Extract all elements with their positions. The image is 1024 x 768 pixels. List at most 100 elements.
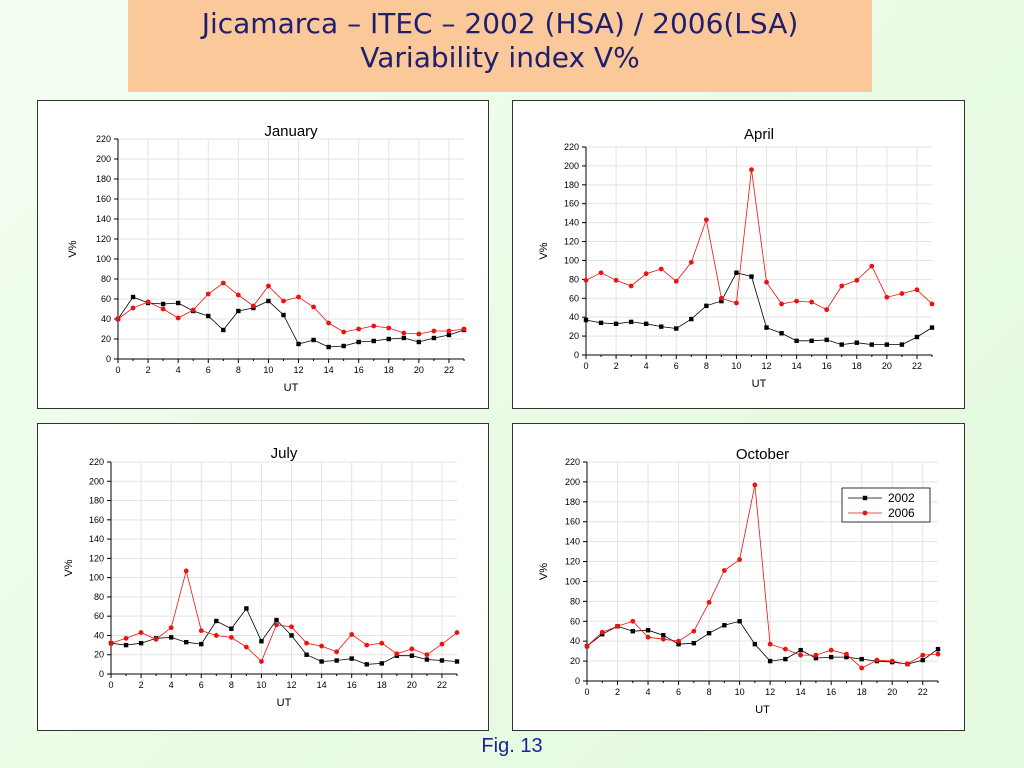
data-point-2006 xyxy=(752,482,758,488)
data-point-2002 xyxy=(661,633,666,638)
legend-label-2002: 2002 xyxy=(888,491,915,505)
y-tick-label: 60 xyxy=(94,611,104,621)
data-point-2006 xyxy=(688,259,694,265)
y-tick-label: 140 xyxy=(89,534,104,544)
data-point-2002 xyxy=(828,654,834,660)
data-point-2002 xyxy=(798,647,803,653)
data-point-2006 xyxy=(598,270,604,276)
data-point-2002 xyxy=(722,623,727,628)
data-point-2002 xyxy=(274,617,279,623)
data-point-2002 xyxy=(764,325,769,330)
y-tick-label: 20 xyxy=(569,331,579,341)
y-tick-label: 200 xyxy=(564,161,579,171)
data-point-2006 xyxy=(764,279,769,285)
data-point-2006 xyxy=(175,315,181,321)
data-point-2002 xyxy=(214,618,219,624)
y-tick-label: 20 xyxy=(570,656,580,666)
y-tick-label: 80 xyxy=(569,274,579,284)
data-point-2002 xyxy=(401,335,407,341)
y-tick-label: 0 xyxy=(575,676,580,686)
data-point-2002 xyxy=(130,294,136,300)
data-point-2006 xyxy=(311,304,316,310)
data-point-2006 xyxy=(798,652,804,658)
legend-box xyxy=(841,487,931,523)
x-tick-label: 16 xyxy=(354,365,364,375)
data-point-2006 xyxy=(259,659,264,664)
data-point-2002 xyxy=(884,342,890,347)
y-tick-label: 20 xyxy=(101,334,111,344)
slide-title-line1: Jicamarca – ITEC – 2002 (HSA) / 2006(LSA… xyxy=(201,7,799,40)
data-point-2002 xyxy=(199,641,204,647)
data-point-2002 xyxy=(598,320,604,326)
data-point-2006 xyxy=(737,557,743,562)
data-point-2002 xyxy=(752,641,758,647)
x-tick-label: 8 xyxy=(236,365,241,375)
data-point-2002 xyxy=(123,642,129,648)
chart-panel-april: 0 2 4 6 8 10 12 14 16 18 20 22 0 20 40 60 80 100 120 140 160… xyxy=(512,100,965,409)
y-tick-label: 200 xyxy=(96,154,111,164)
data-point-2002 xyxy=(334,658,339,663)
x-tick-label: 18 xyxy=(384,365,394,375)
x-tick-label: 8 xyxy=(704,361,709,371)
y-tick-label: 160 xyxy=(96,194,111,204)
y-tick-label: 60 xyxy=(101,294,111,304)
data-point-2002 xyxy=(356,339,361,345)
data-point-2006 xyxy=(645,634,651,640)
data-point-2002 xyxy=(676,641,681,647)
y-tick-label: 80 xyxy=(101,274,111,284)
x-tick-label: 12 xyxy=(294,365,304,375)
x-tick-label: 8 xyxy=(229,680,234,690)
y-tick-label: 40 xyxy=(569,312,579,322)
data-point-2002 xyxy=(809,338,814,344)
chart-svg: 0 2 4 6 8 10 12 14 16 18 20 22020406080100120140160… xyxy=(538,446,941,716)
y-tick-label: 120 xyxy=(565,557,580,567)
data-point-2006 xyxy=(349,632,355,637)
chart-panel-july: 0 2 4 6 8 10 12 14 16 18 20 22 0 20 40 60 80 100 120 140 160… xyxy=(37,423,489,731)
data-point-2006 xyxy=(782,646,788,652)
data-point-2002 xyxy=(296,341,301,347)
data-point-2006 xyxy=(364,642,370,648)
data-point-2006 xyxy=(718,295,724,301)
data-point-2006 xyxy=(446,328,452,334)
x-tick-label: 10 xyxy=(263,365,273,375)
y-tick-label: 160 xyxy=(564,199,579,209)
data-point-2006 xyxy=(794,298,800,304)
data-point-2006 xyxy=(386,325,392,331)
series-line-2006 xyxy=(110,569,458,663)
data-point-2006 xyxy=(884,294,890,300)
data-point-2006 xyxy=(643,271,649,277)
x-tick-label: 4 xyxy=(169,680,174,690)
data-point-2002 xyxy=(244,606,249,611)
series-line-2002 xyxy=(110,607,458,665)
data-point-2006 xyxy=(274,622,279,628)
legend-marker-2006 xyxy=(862,510,868,516)
x-tick-label: 20 xyxy=(407,680,417,690)
data-point-2006 xyxy=(416,331,422,337)
data-point-2002 xyxy=(749,274,754,279)
data-point-2002 xyxy=(431,335,437,341)
x-tick-label: 10 xyxy=(256,680,266,690)
x-tick-label: 20 xyxy=(414,365,424,375)
data-point-2006 xyxy=(706,599,712,605)
x-tick-label: 18 xyxy=(377,680,387,690)
slide-title-box: Jicamarca – ITEC – 2002 (HSA) / 2006(LSA… xyxy=(128,0,872,92)
y-tick-label: 180 xyxy=(564,180,579,190)
data-point-2002 xyxy=(259,639,264,644)
y-tick-label: 40 xyxy=(101,314,111,324)
y-axis-label: V% xyxy=(63,559,75,576)
data-point-2002 xyxy=(689,316,694,322)
data-point-2006 xyxy=(874,657,880,663)
data-point-2002 xyxy=(643,321,649,326)
y-tick-label: 220 xyxy=(564,142,579,152)
x-tick-label: 12 xyxy=(762,361,772,371)
data-point-2006 xyxy=(905,661,910,667)
x-tick-label: 18 xyxy=(852,361,862,371)
data-point-2002 xyxy=(409,653,415,658)
chart-svg: 0 2 4 6 8 10 12 14 16 18 20 22020406080100120140160… xyxy=(538,126,935,390)
data-point-2002 xyxy=(289,633,294,638)
series-line-2002 xyxy=(585,272,933,346)
data-point-2002 xyxy=(844,654,849,660)
x-tick-label: 10 xyxy=(731,361,741,371)
x-tick-label: 4 xyxy=(176,365,181,375)
data-point-2002 xyxy=(349,656,354,661)
